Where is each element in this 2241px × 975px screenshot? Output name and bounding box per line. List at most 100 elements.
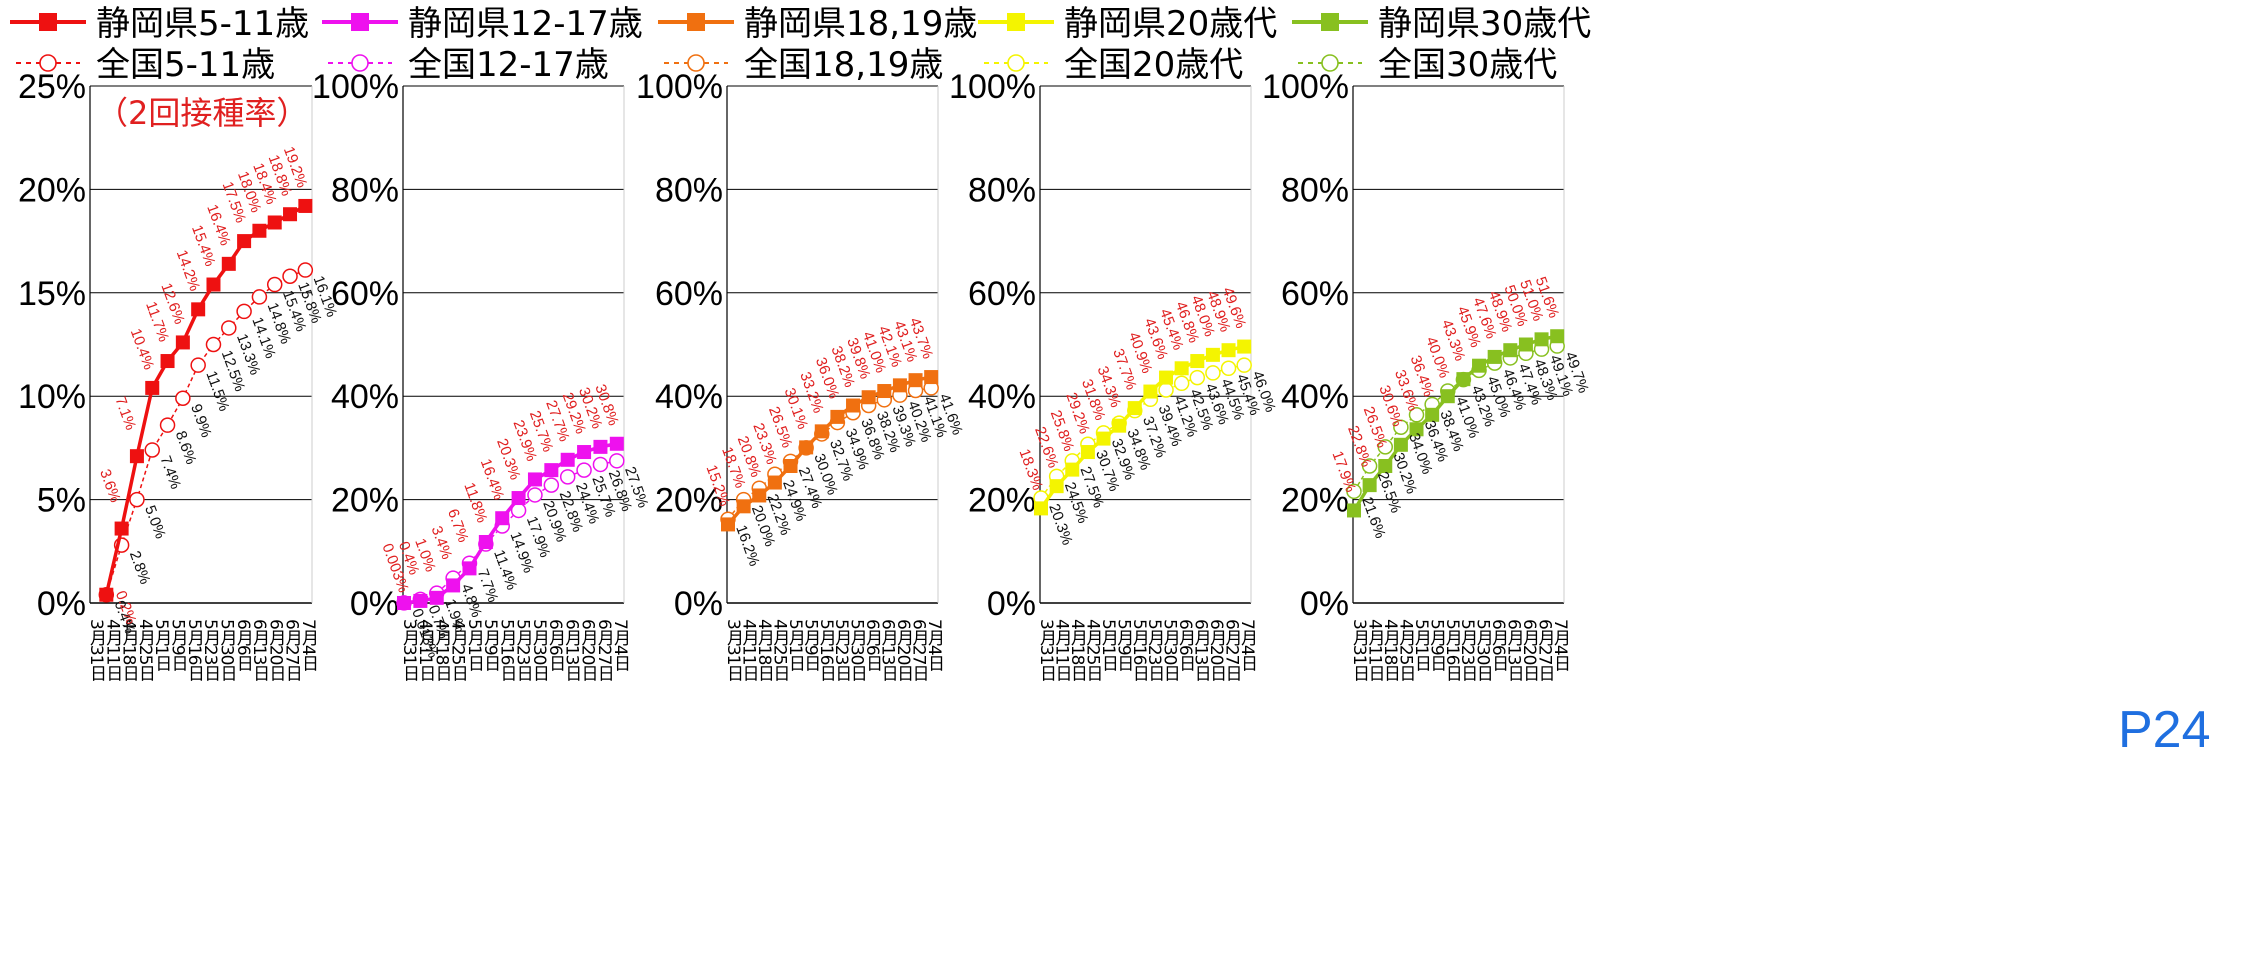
x-tick-label: 6月6日 (1488, 619, 1509, 672)
legend-label-national: 全国18,19歳 (744, 45, 943, 85)
point-national (236, 303, 252, 320)
point-national (609, 453, 625, 469)
y-tick-label: 100% (312, 68, 399, 106)
point-prefecture (560, 452, 575, 467)
x-tick-label: 5月1日 (151, 619, 172, 672)
point-prefecture (99, 587, 114, 602)
series-national-line (105, 269, 306, 595)
point-national (1205, 365, 1221, 381)
data-label-national: 2.8% (126, 549, 154, 587)
x-tick-label: 5月23日 (1457, 619, 1478, 681)
data-label-national: 9.9% (187, 402, 215, 440)
point-prefecture (160, 354, 175, 369)
point-prefecture (593, 439, 608, 454)
x-tick-label: 5月30日 (1473, 619, 1494, 681)
y-tick-label: 0% (37, 585, 86, 623)
y-tick-label: 80% (968, 171, 1036, 209)
point-national (559, 469, 576, 485)
x-tick-label: 5月1日 (1098, 619, 1119, 672)
point-national (1173, 375, 1190, 392)
legend-label-prefecture: 静岡県20歳代 (1064, 4, 1277, 44)
x-tick-label: 5月9日 (480, 619, 501, 672)
point-national (1377, 439, 1394, 455)
point-prefecture (799, 440, 814, 455)
x-tick-label: 6月20日 (893, 619, 914, 681)
y-tick-label: 40% (331, 378, 399, 416)
x-tick-label: 7月4日 (298, 619, 319, 672)
x-tick-label: 6月27日 (594, 619, 615, 681)
point-prefecture (478, 534, 493, 549)
point-prefecture (1096, 431, 1111, 446)
y-tick-label: 20% (1281, 482, 1349, 520)
point-national (251, 289, 268, 305)
x-tick-label: 4月25日 (135, 619, 156, 681)
point-prefecture (221, 256, 236, 271)
x-tick-label: 4月25日 (448, 619, 469, 681)
point-prefecture (609, 436, 624, 451)
y-tick-label: 0% (674, 585, 723, 623)
x-tick-label: 5月30日 (1160, 619, 1181, 681)
x-tick-label: 6月13日 (249, 619, 270, 681)
x-tick-label: 6月6日 (862, 619, 883, 672)
point-prefecture (1518, 337, 1533, 352)
y-tick-label: 60% (655, 275, 723, 313)
x-tick-label: 4月18日 (754, 619, 775, 681)
point-prefecture (1174, 361, 1189, 376)
x-tick-label: 6月20日 (1206, 619, 1227, 681)
x-tick-label: 3月31日 (723, 619, 744, 681)
point-prefecture (1065, 462, 1080, 477)
y-tick-label: 80% (1281, 171, 1349, 209)
x-tick-label: 4月25日 (1082, 619, 1103, 681)
x-tick-label: 6月6日 (233, 619, 254, 672)
point-prefecture (1425, 407, 1440, 422)
point-prefecture (783, 458, 798, 473)
x-tick-label: 7月4日 (1550, 619, 1571, 672)
x-tick-label: 7月4日 (924, 619, 945, 672)
point-national (576, 462, 592, 478)
x-tick-label: 4月11日 (415, 619, 436, 681)
y-tick-label: 15% (18, 275, 86, 313)
x-tick-label: 5月9日 (800, 619, 821, 672)
point-national (1346, 483, 1362, 500)
legend-marker-national (1007, 54, 1025, 72)
x-tick-label: 5月30日 (529, 619, 550, 681)
point-prefecture (544, 463, 559, 478)
point-prefecture (129, 449, 144, 464)
x-tick-label: 6月27日 (282, 619, 303, 681)
x-tick-label: 5月16日 (1442, 619, 1463, 681)
point-prefecture (752, 488, 767, 503)
x-tick-label: 4月11日 (738, 619, 759, 681)
x-tick-label: 5月16日 (496, 619, 517, 681)
point-prefecture (206, 277, 221, 292)
legend-label-national: 全国12-17歳 (408, 45, 609, 85)
point-prefecture (721, 517, 735, 532)
legend-marker-prefecture (1321, 13, 1339, 31)
x-tick-label: 5月1日 (1411, 619, 1432, 672)
x-tick-label: 6月27日 (909, 619, 930, 681)
point-prefecture (175, 335, 190, 350)
point-prefecture (814, 424, 829, 439)
point-national (1236, 357, 1252, 373)
point-prefecture (252, 223, 267, 238)
point-national (1189, 369, 1206, 386)
x-tick-label: 5月23日 (1144, 619, 1165, 681)
point-prefecture (892, 378, 907, 393)
point-prefecture (446, 578, 461, 593)
point-prefecture (924, 370, 939, 385)
point-prefecture (1237, 339, 1252, 354)
point-national (297, 262, 314, 278)
x-tick-label: 5月1日 (464, 619, 485, 672)
point-prefecture (1409, 422, 1424, 437)
x-tick-label: 4月18日 (119, 619, 140, 681)
point-prefecture (267, 215, 282, 230)
point-prefecture (429, 590, 444, 605)
x-tick-label: 3月31日 (1036, 619, 1057, 681)
point-national (266, 276, 283, 293)
point-prefecture (1127, 401, 1142, 416)
point-national (282, 268, 298, 285)
point-prefecture (1143, 384, 1158, 399)
point-prefecture (1112, 418, 1127, 433)
y-tick-label: 20% (655, 482, 723, 520)
legend-marker-national (39, 54, 57, 72)
